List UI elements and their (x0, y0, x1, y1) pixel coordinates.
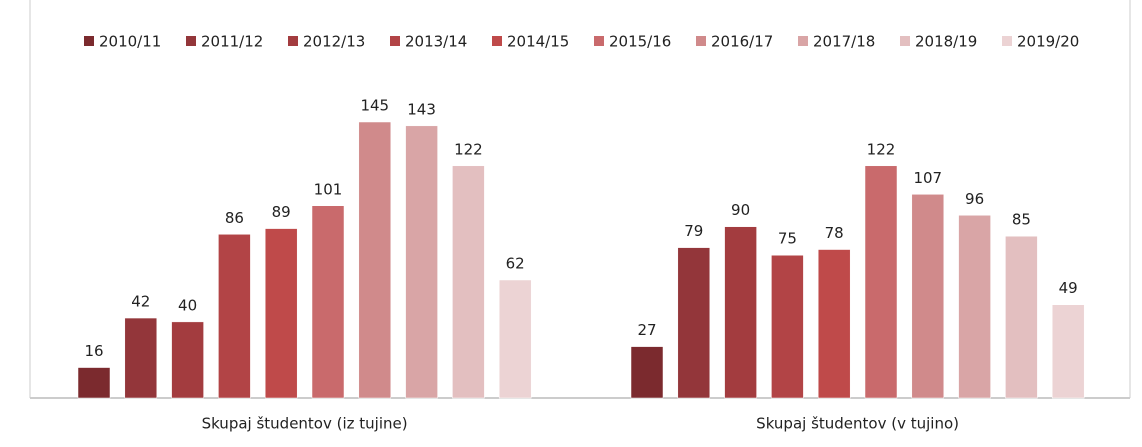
data-label: 75 (778, 230, 797, 248)
legend-swatch (288, 36, 298, 46)
data-label: 27 (637, 321, 656, 339)
bar (498, 279, 532, 399)
data-label: 122 (454, 140, 483, 158)
legend-label: 2018/19 (915, 33, 977, 51)
data-label: 122 (867, 140, 896, 158)
bar (677, 247, 711, 399)
data-label: 86 (225, 209, 244, 227)
legend-label: 2017/18 (813, 33, 875, 51)
legend-label: 2012/13 (303, 33, 365, 51)
legend-swatch (696, 36, 706, 46)
data-label: 16 (84, 342, 103, 360)
bar (1051, 304, 1085, 399)
bar (958, 215, 991, 399)
data-label: 145 (360, 97, 389, 115)
legend-label: 2016/17 (711, 33, 773, 51)
x-tick-label: Skupaj študentov (iz tujine) (202, 415, 408, 433)
legend-label: 2014/15 (507, 33, 569, 51)
bar (864, 165, 898, 399)
bar (911, 194, 945, 399)
bar (264, 228, 298, 399)
bar (171, 321, 204, 399)
legend-swatch (186, 36, 196, 46)
bar (77, 367, 111, 399)
bar (452, 165, 485, 399)
data-label: 89 (272, 203, 291, 221)
data-label: 85 (1012, 211, 1031, 229)
bar (1005, 235, 1038, 399)
legend-swatch (900, 36, 910, 46)
data-label: 49 (1059, 279, 1078, 297)
data-label: 96 (965, 190, 984, 208)
legend-swatch (798, 36, 808, 46)
data-label: 79 (684, 222, 703, 240)
bar (124, 317, 158, 399)
legend-label: 2011/12 (201, 33, 263, 51)
data-label: 143 (407, 100, 436, 118)
bar (771, 254, 804, 399)
bar (358, 121, 392, 399)
data-label: 40 (178, 296, 197, 314)
bar (817, 249, 851, 399)
data-label: 101 (314, 180, 343, 198)
legend-label: 2013/14 (405, 33, 467, 51)
bar (311, 205, 345, 399)
legend-label: 2019/20 (1017, 33, 1079, 51)
legend-swatch (1002, 36, 1012, 46)
bar (405, 125, 438, 399)
legend-swatch (594, 36, 604, 46)
data-label: 62 (506, 254, 525, 272)
x-tick-label: Skupaj študentov (v tujino) (756, 415, 959, 433)
legend-swatch (492, 36, 502, 46)
bar (218, 234, 251, 399)
data-label: 42 (131, 293, 150, 311)
data-label: 107 (913, 169, 942, 187)
legend-swatch (84, 36, 94, 46)
legend-label: 2015/16 (609, 33, 671, 51)
data-label: 78 (825, 224, 844, 242)
bar (630, 346, 664, 399)
data-label: 90 (731, 201, 750, 219)
legend-swatch (390, 36, 400, 46)
bar (724, 226, 757, 399)
legend-label: 2010/11 (99, 33, 161, 51)
